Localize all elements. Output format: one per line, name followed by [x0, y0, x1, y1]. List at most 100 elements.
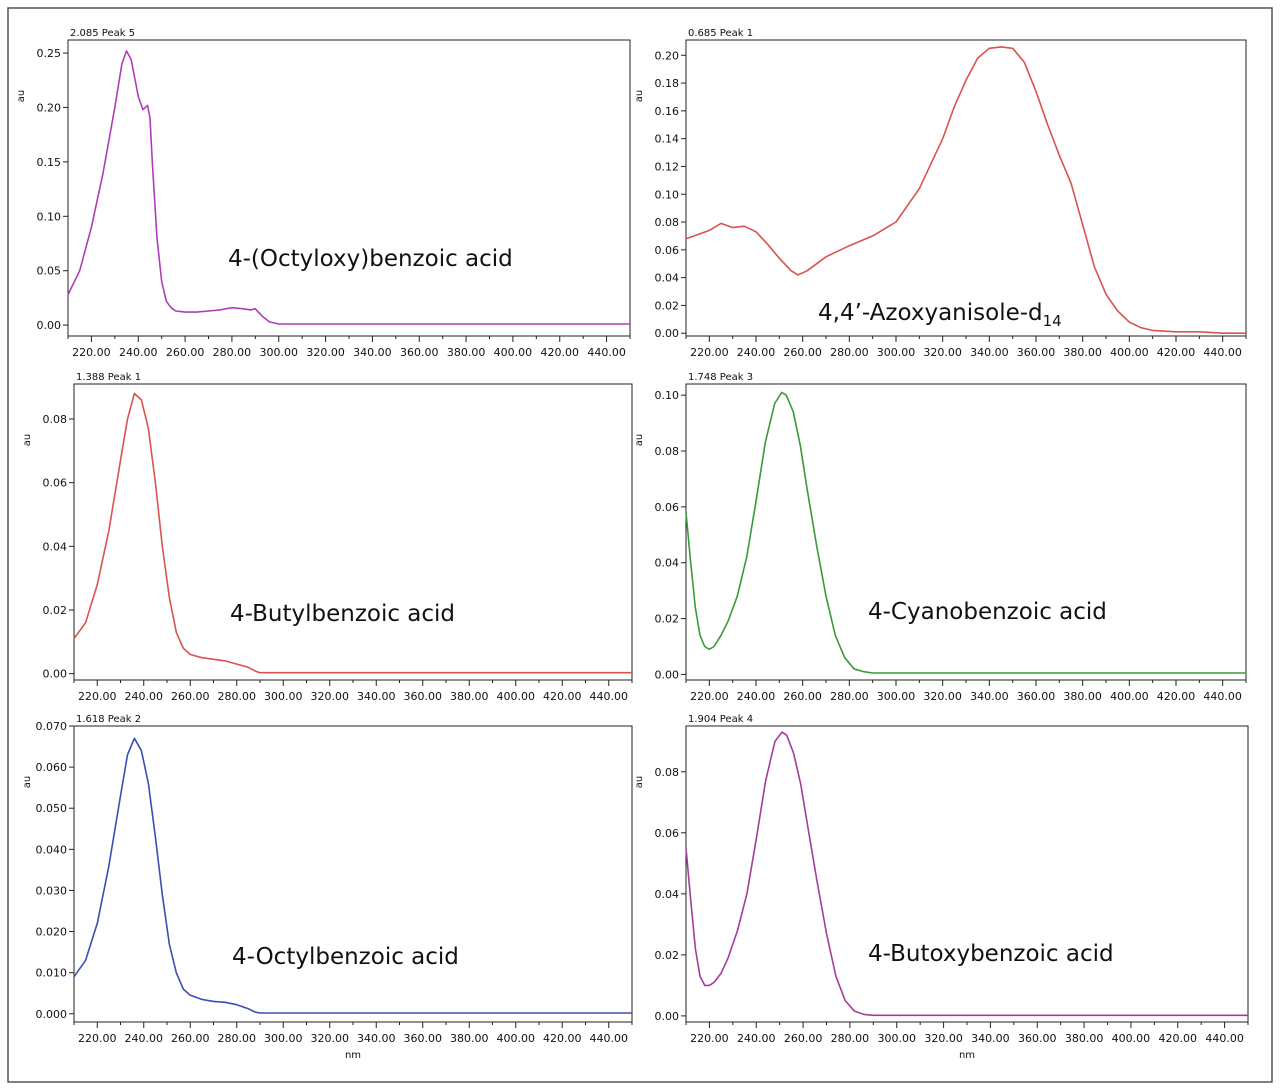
x-tick-label: 240.00 [125, 690, 164, 703]
chart-panel-3: 1.388 Peak 1 0.00 0.02 0.04 0.06 0.08 220.00 24… [22, 372, 633, 703]
y-axis-label: au [634, 776, 645, 788]
compound-label: 4-Octylbenzoic acid [232, 944, 459, 970]
x-tick-label: 400.00 [494, 346, 533, 359]
x-tick-label: 440.00 [590, 1032, 629, 1045]
y-tick-label: 0.010 [36, 967, 68, 980]
y-tick-label: 0.020 [36, 926, 68, 939]
x-tick-label: 260.00 [783, 690, 822, 703]
x-tick-label: 300.00 [264, 1032, 303, 1045]
x-tick-label: 340.00 [357, 690, 396, 703]
y-tick-label: 0.04 [655, 888, 680, 901]
y-tick-label: 0.00 [655, 327, 680, 340]
compound-label: 4-Butylbenzoic acid [230, 601, 455, 627]
y-tick-label: 0.08 [655, 445, 680, 458]
x-tick-label: 280.00 [831, 1032, 870, 1045]
y-tick-label: 0.04 [655, 272, 680, 285]
x-tick-label: 340.00 [353, 346, 392, 359]
x-tick-label: 380.00 [1063, 346, 1102, 359]
x-tick-label: 280.00 [830, 690, 869, 703]
x-tick-label: 300.00 [260, 346, 299, 359]
x-tick-label: 360.00 [404, 690, 443, 703]
x-tick-label: 420.00 [541, 346, 580, 359]
y-tick-label: 0.08 [43, 413, 68, 426]
y-tick-label: 0.02 [655, 613, 680, 626]
x-tick-label: 380.00 [1065, 1032, 1104, 1045]
y-tick-label: 0.040 [36, 843, 68, 856]
x-tick-label: 380.00 [450, 1032, 489, 1045]
x-tick-label: 400.00 [1112, 1032, 1151, 1045]
plot-area [67, 39, 631, 337]
x-tick-label: 240.00 [125, 1032, 164, 1045]
x-tick-label: 300.00 [877, 346, 916, 359]
x-tick-label: 240.00 [737, 1032, 776, 1045]
panel-title: 0.685 Peak 1 [688, 28, 753, 39]
x-tick-label: 440.00 [590, 690, 629, 703]
x-tick-label: 300.00 [877, 690, 916, 703]
compound-name: 4,4’-Azoxyanisole-d [818, 300, 1043, 326]
y-axis-label: au [634, 434, 645, 446]
panel-title: 1.618 Peak 2 [76, 714, 141, 725]
y-tick-label: 0.15 [37, 156, 62, 169]
x-tick-label: 240.00 [737, 690, 776, 703]
x-tick-label: 220.00 [78, 690, 117, 703]
compound-label: 4-Cyanobenzoic acid [868, 599, 1107, 625]
x-tick-label: 280.00 [218, 1032, 257, 1045]
x-tick-label: 280.00 [218, 690, 257, 703]
chart-panel-6: 1.904 Peak 4 0.00 0.02 0.04 0.06 0.08 220.00 24… [634, 714, 1249, 1061]
x-tick-label: 320.00 [923, 346, 962, 359]
x-tick-label: 420.00 [1157, 690, 1196, 703]
x-tick-label: 220.00 [78, 1032, 117, 1045]
panel-title: 2.085 Peak 5 [70, 28, 135, 39]
y-tick-label: 0.02 [655, 299, 680, 312]
y-tick-label: 0.12 [655, 160, 680, 173]
y-tick-label: 0.00 [37, 319, 62, 332]
y-tick-label: 0.08 [655, 216, 680, 229]
x-tick-label: 320.00 [924, 1032, 963, 1045]
x-tick-label: 280.00 [830, 346, 869, 359]
x-tick-label: 360.00 [1017, 690, 1056, 703]
compound-subscript: 14 [1043, 312, 1062, 330]
y-tick-label: 0.25 [37, 47, 62, 60]
panel-title: 1.748 Peak 3 [688, 372, 753, 383]
x-tick-label: 380.00 [447, 346, 486, 359]
x-tick-label: 360.00 [400, 346, 439, 359]
y-tick-label: 0.06 [655, 244, 680, 257]
x-tick-label: 400.00 [497, 690, 536, 703]
x-tick-label: 360.00 [1018, 1032, 1057, 1045]
chart-panel-2: 0.685 Peak 1 0.00 0.02 0.04 0.06 0.08 0.10 0.12… [634, 28, 1247, 359]
y-tick-label: 0.02 [655, 949, 680, 962]
spectrum-line-2 [685, 46, 1246, 335]
x-tick-label: 340.00 [970, 690, 1009, 703]
y-tick-label: 0.02 [43, 604, 68, 617]
y-tick-label: 0.20 [37, 101, 62, 114]
x-tick-label: 260.00 [171, 690, 210, 703]
y-tick-label: 0.060 [36, 761, 68, 774]
x-tick-label: 440.00 [1203, 346, 1242, 359]
spectrum-line-6 [685, 731, 1248, 1017]
x-tick-label: 220.00 [690, 346, 729, 359]
x-tick-label: 360.00 [1017, 346, 1056, 359]
x-tick-label: 260.00 [783, 346, 822, 359]
x-tick-label: 320.00 [923, 690, 962, 703]
y-tick-label: 0.18 [655, 77, 680, 90]
y-tick-label: 0.04 [43, 540, 68, 553]
x-tick-label: 420.00 [1159, 1032, 1198, 1045]
y-tick-label: 0.000 [36, 1008, 68, 1021]
compound-name: 4-Butylbenzoic acid [230, 601, 455, 627]
y-tick-label: 0.070 [36, 720, 68, 733]
chart-panel-4: 1.748 Peak 3 0.00 0.02 0.04 0.06 0.08 0.10 220.… [634, 372, 1247, 703]
panel-title: 1.904 Peak 4 [688, 714, 753, 725]
x-tick-label: 400.00 [1110, 690, 1149, 703]
x-tick-label: 260.00 [784, 1032, 823, 1045]
x-tick-label: 280.00 [213, 346, 252, 359]
y-tick-label: 0.00 [43, 668, 68, 681]
figure-border [7, 7, 1273, 1083]
x-tick-label: 260.00 [166, 346, 205, 359]
x-tick-label: 400.00 [497, 1032, 536, 1045]
x-tick-label: 380.00 [1063, 690, 1102, 703]
y-tick-label: 0.10 [655, 188, 680, 201]
x-tick-label: 300.00 [878, 1032, 917, 1045]
plot-area [685, 725, 1249, 1023]
x-tick-label: 440.00 [587, 346, 626, 359]
